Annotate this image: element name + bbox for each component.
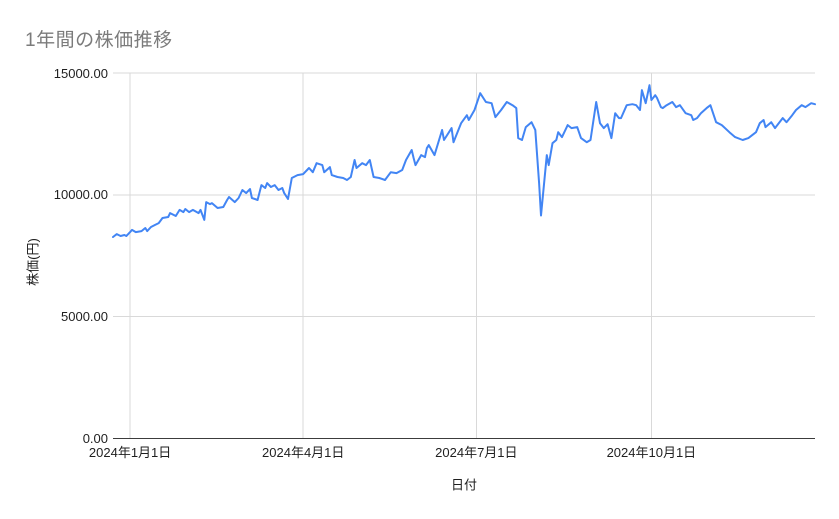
chart-title: 1年間の株価推移 (25, 30, 173, 51)
y-tick-label: 10000.00 (53, 187, 108, 203)
x-tick-label: 2024年10月1日 (606, 444, 697, 460)
x-tick-label: 2024年4月1日 (262, 444, 345, 460)
y-tick-label: 15000.00 (53, 65, 108, 81)
y-tick-label: 0.00 (82, 431, 108, 446)
x-tick-label: 2024年7月1日 (435, 444, 518, 460)
x-axis-title: 日付 (450, 477, 478, 493)
x-tick-label: 2024年1月1日 (88, 444, 172, 460)
y-axis-title: 株価(円) (25, 238, 41, 286)
y-tick-label: 5000.00 (61, 309, 108, 325)
price-line-series[interactable] (112, 84, 816, 238)
